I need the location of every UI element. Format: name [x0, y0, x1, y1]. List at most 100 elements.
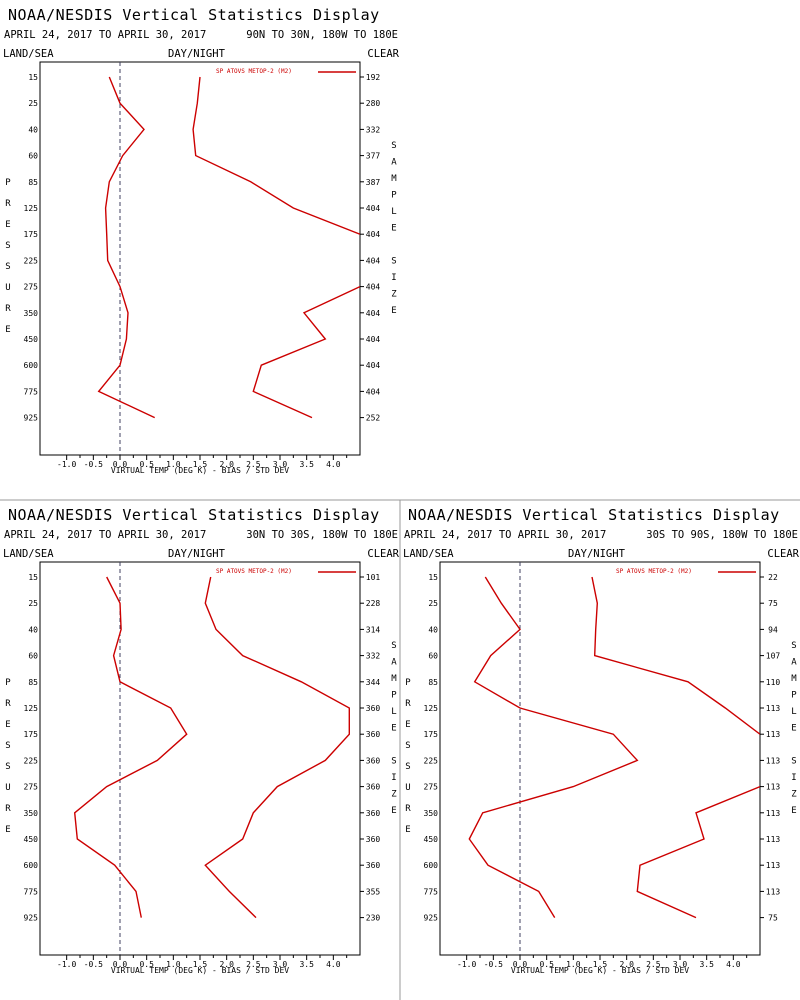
date-range: APRIL 24, 2017 TO APRIL 30, 2017 [4, 29, 206, 41]
pressure-label: 350 [24, 809, 39, 818]
sample-axis-letter: A [391, 158, 397, 168]
pressure-label: 60 [28, 152, 38, 161]
x-tick-label: 2.0 [219, 460, 234, 469]
sample-size-label: 192 [366, 73, 381, 82]
pressure-label: 925 [424, 914, 439, 923]
pressure-label: 15 [428, 573, 438, 582]
pressure-label: 775 [24, 387, 39, 396]
pressure-axis-letter: E [5, 720, 10, 730]
sample-axis-letter: M [791, 674, 797, 684]
sample-size-label: 101 [366, 573, 381, 582]
sample-size-label: 113 [766, 730, 781, 739]
pressure-label: 40 [28, 625, 38, 634]
pressure-axis-letter: P [5, 178, 11, 188]
x-tick-label: 0.0 [113, 960, 128, 969]
sample-size-label: 332 [366, 652, 381, 661]
x-tick-label: -0.5 [84, 960, 103, 969]
sample-size-label: 110 [766, 678, 781, 687]
x-tick-label: 1.5 [593, 960, 608, 969]
sample-size-label: 230 [366, 914, 381, 923]
pressure-label: 85 [28, 678, 38, 687]
pressure-label: 15 [28, 573, 38, 582]
x-tick-label: 4.0 [326, 460, 341, 469]
sample-axis-letter: P [791, 691, 797, 701]
pressure-label: 125 [24, 204, 39, 213]
pressure-label: 60 [28, 652, 38, 661]
pressure-axis-letter: S [5, 262, 10, 272]
sample-size-label: 113 [766, 861, 781, 870]
sample-axis-letter: M [391, 174, 397, 184]
sample-axis-letter: E [391, 806, 396, 816]
region: 90N TO 30N, 180W TO 180E [246, 29, 398, 41]
x-tick-label: -1.0 [457, 960, 476, 969]
pressure-axis-letter: R [405, 804, 411, 814]
pressure-label: 775 [424, 887, 439, 896]
x-axis-label: VIRTUAL TEMP (DEG K) - BIAS / STD DEV [111, 966, 289, 975]
land-sea-label: LAND/SEA [403, 548, 454, 560]
sample-axis-letter: M [391, 674, 397, 684]
sample-size-label: 404 [366, 230, 381, 239]
sample-size-label: 360 [366, 756, 381, 765]
land-sea-label: LAND/SEA [3, 548, 54, 560]
pressure-label: 125 [424, 704, 439, 713]
x-tick-label: 2.5 [646, 960, 661, 969]
x-axis-label: VIRTUAL TEMP (DEG K) - BIAS / STD DEV [511, 966, 689, 975]
sample-axis-letter: S [391, 641, 396, 651]
pressure-axis-letter: U [5, 783, 10, 793]
sample-axis-letter: A [791, 658, 797, 668]
chart-panel-3: NOAA/NESDIS Vertical Statistics Display A… [403, 506, 800, 975]
date-range: APRIL 24, 2017 TO APRIL 30, 2017 [404, 529, 606, 541]
pressure-label: 175 [424, 730, 439, 739]
sample-axis-letter: L [791, 707, 796, 717]
legend-label: SP ATOVS METOP-2 (M2) [216, 568, 292, 575]
sample-size-label: 404 [366, 387, 381, 396]
x-tick-label: 1.5 [193, 960, 208, 969]
series-line-bias [97, 76, 155, 419]
pressure-label: 25 [28, 99, 38, 108]
sample-axis-letter: E [391, 724, 396, 734]
sample-axis-letter: S [391, 757, 396, 767]
sample-size-label: 404 [366, 256, 381, 265]
sample-axis-letter: L [391, 207, 396, 217]
pressure-label: 85 [428, 678, 438, 687]
sample-size-label: 113 [766, 887, 781, 896]
x-tick-label: 0.0 [113, 460, 128, 469]
sample-axis-letter: A [391, 658, 397, 668]
x-tick-label: 1.5 [193, 460, 208, 469]
x-tick-label: 3.5 [699, 960, 714, 969]
sample-size-label: 404 [366, 361, 381, 370]
legend-label: SP ATOVS METOP-2 (M2) [216, 68, 292, 75]
x-tick-label: -0.5 [484, 960, 503, 969]
pressure-label: 925 [24, 914, 39, 923]
x-tick-label: 0.0 [513, 960, 528, 969]
x-tick-label: 4.0 [726, 960, 741, 969]
pressure-label: 600 [24, 861, 39, 870]
sample-axis-letter: Z [791, 790, 797, 800]
day-night-label: DAY/NIGHT [568, 548, 626, 560]
sample-size-label: 22 [768, 573, 778, 582]
sample-axis-letter: E [791, 806, 796, 816]
pressure-axis-letter: R [5, 304, 11, 314]
x-tick-label: 3.5 [299, 460, 314, 469]
series-line-bias [468, 576, 639, 918]
x-tick-label: 3.5 [299, 960, 314, 969]
sample-size-label: 280 [366, 99, 381, 108]
sample-axis-letter: Z [391, 290, 397, 300]
x-tick-label: 2.0 [619, 960, 634, 969]
sample-size-label: 360 [366, 835, 381, 844]
sample-axis-letter: P [391, 691, 397, 701]
sample-axis-letter: S [391, 257, 396, 267]
pressure-label: 25 [428, 599, 438, 608]
sample-size-label: 107 [766, 652, 781, 661]
sample-axis-letter: E [791, 724, 796, 734]
region: 30N TO 30S, 180W TO 180E [246, 529, 398, 541]
pressure-axis-letter: S [5, 762, 10, 772]
region: 30S TO 90S, 180W TO 180E [646, 529, 798, 541]
chart-panel-1: NOAA/NESDIS Vertical Statistics Display A… [3, 6, 400, 475]
x-tick-label: 1.0 [166, 960, 181, 969]
sample-axis-letter: I [391, 773, 396, 783]
x-tick-label: 3.0 [673, 960, 688, 969]
sample-axis-letter: S [791, 757, 796, 767]
pressure-label: 125 [24, 704, 39, 713]
pressure-axis-letter: U [5, 283, 10, 293]
